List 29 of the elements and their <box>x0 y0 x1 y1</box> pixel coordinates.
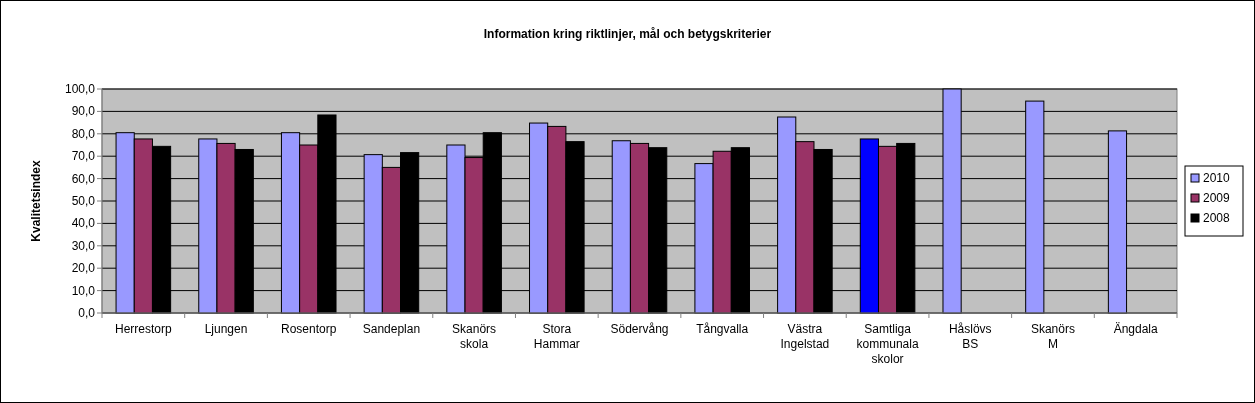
y-tick-label: 50,0 <box>71 194 96 208</box>
y-tick-label: 20,0 <box>71 261 96 276</box>
y-tick-label: 100,0 <box>64 82 96 96</box>
chart-title: Information kring riktlinjer, mål och betygskriterier <box>483 27 772 41</box>
y-tick-label: 40,0 <box>71 216 96 231</box>
legend-label: 2008 <box>1203 211 1231 225</box>
legend-label: 2010 <box>1203 171 1231 185</box>
x-tick-label: Håslövs BS <box>948 322 992 351</box>
x-tick-label: Sandeplan <box>362 322 421 336</box>
x-tick-label: Tångvalla <box>696 322 749 336</box>
y-tick-label: 60,0 <box>71 171 96 186</box>
x-tick-label: Västra Ingelstad <box>780 322 830 351</box>
x-tick-label: Herrestorp <box>115 322 173 336</box>
x-tick-label: Stora Hammar <box>533 322 580 351</box>
x-tick-label: Skanörs M <box>1030 322 1075 351</box>
y-tick-label: 90,0 <box>71 104 96 119</box>
legend-label: 2009 <box>1203 191 1231 205</box>
y-tick-label: 0,0 <box>78 306 96 320</box>
x-tick-label: Samtliga kommunala skolor <box>856 322 919 366</box>
x-tick-label: Skanörs skola <box>452 322 497 351</box>
y-axis-title: Kvalitetsindex <box>29 160 43 242</box>
y-tick-label: 70,0 <box>71 149 96 164</box>
x-tick-label: Södervång <box>610 322 669 336</box>
y-tick-label: 80,0 <box>71 126 96 141</box>
x-tick-label: Ljungen <box>204 322 248 336</box>
x-tick-label: Ängdala <box>1113 322 1158 336</box>
y-tick-label: 30,0 <box>71 238 96 253</box>
x-tick-label: Rosentorp <box>281 322 337 336</box>
y-tick-label: 10,0 <box>71 283 96 298</box>
